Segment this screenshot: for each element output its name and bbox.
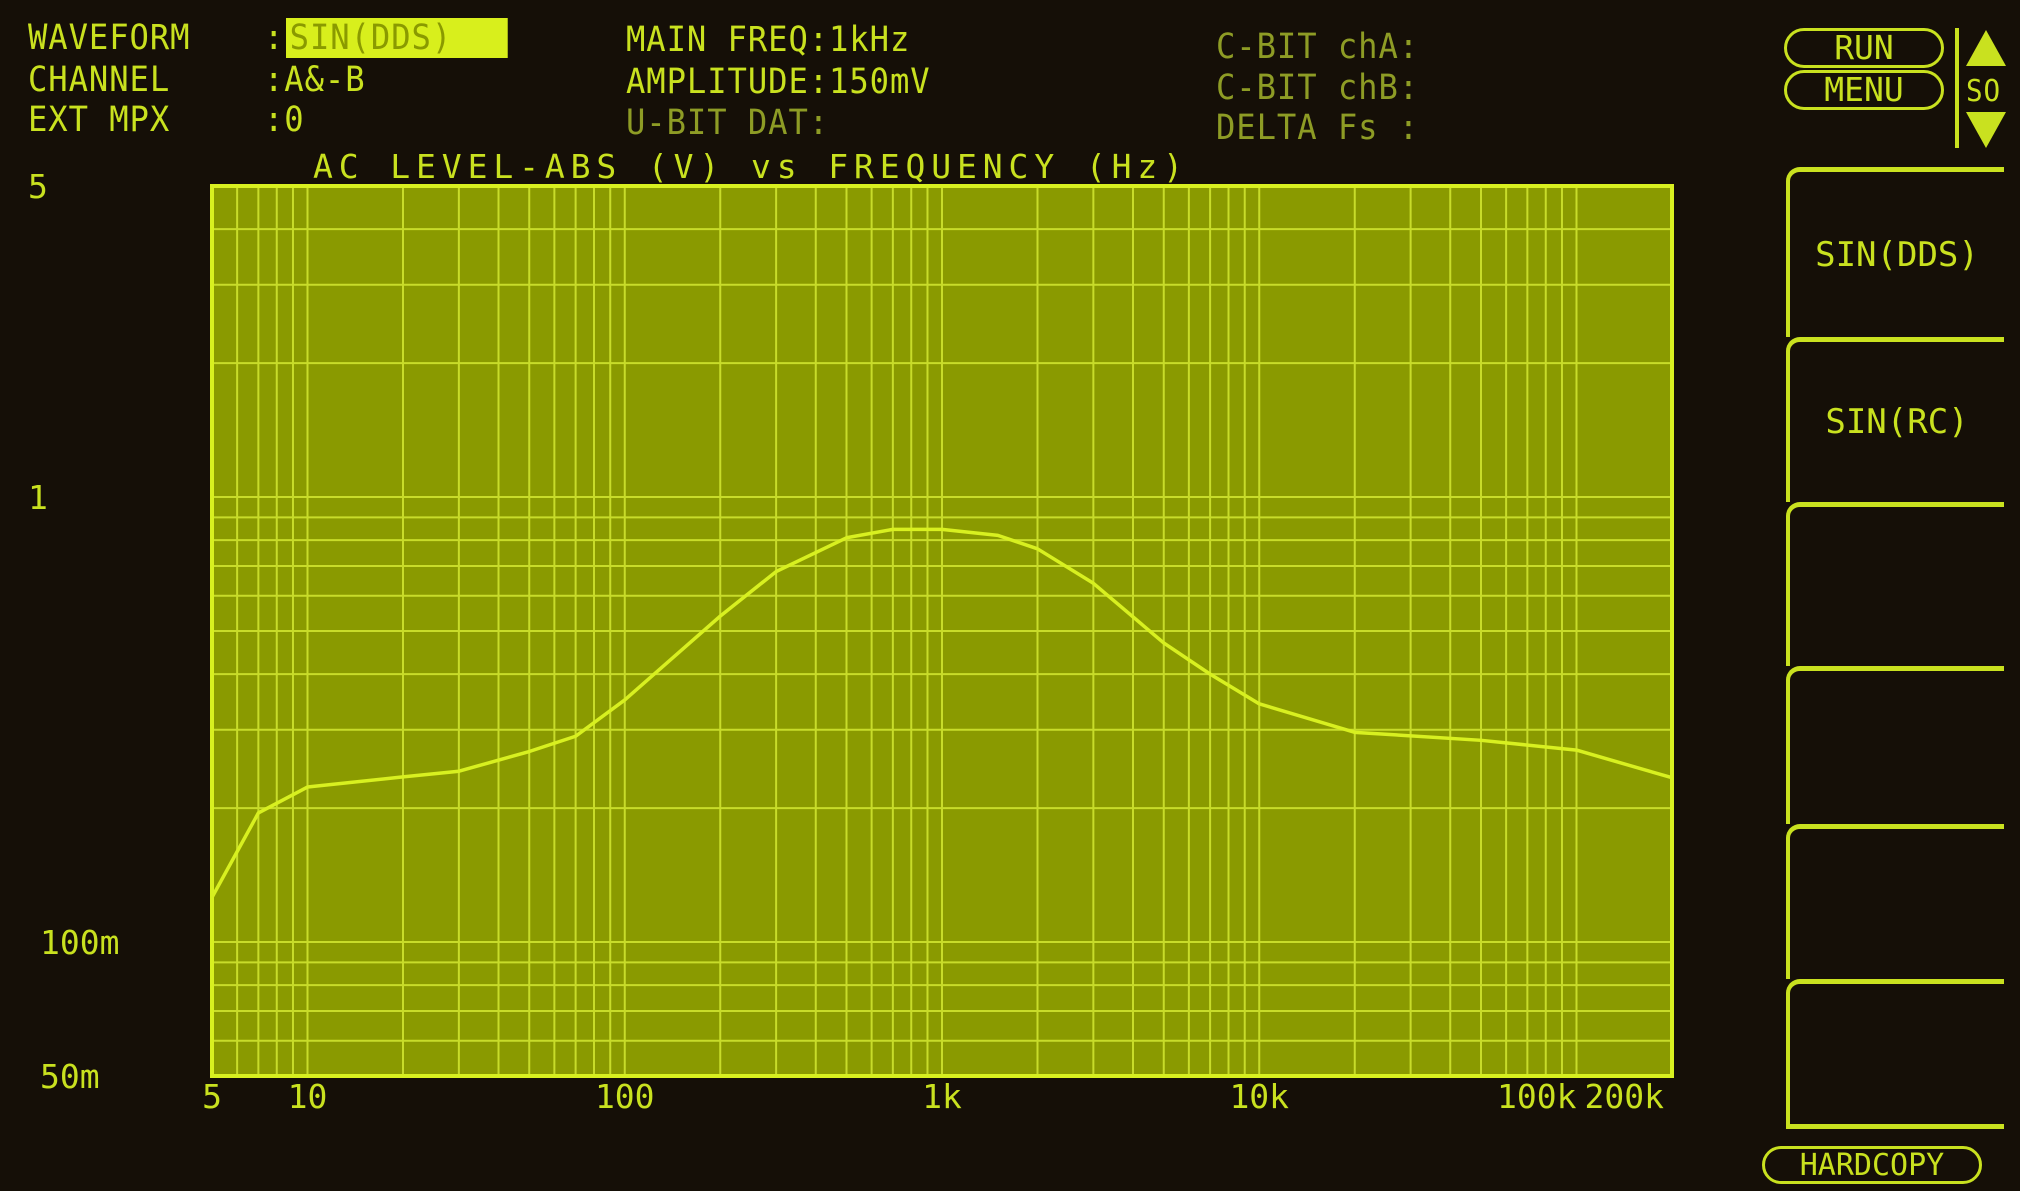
scroll-down-icon[interactable] xyxy=(1966,112,2006,148)
amplitude: AMPLITUDE:150mV xyxy=(626,62,931,102)
scroll-label: SO xyxy=(1966,74,2002,109)
main-freq: MAIN FREQ:1kHz xyxy=(626,20,911,60)
y-tick-label: 5 xyxy=(28,167,48,206)
delta-fs: DELTA Fs : xyxy=(1216,108,1420,148)
y-tick-label: 50m xyxy=(40,1057,100,1096)
cbit-chb: C-BIT chB: xyxy=(1216,68,1420,108)
softkey-1[interactable]: SIN(DDS) xyxy=(1786,167,2004,337)
x-tick-label: 100 xyxy=(595,1077,655,1116)
x-tick-label: 10k xyxy=(1229,1077,1289,1116)
channel-value-text: A&-B xyxy=(284,60,366,100)
trace-line xyxy=(210,527,1673,899)
chart-title: AC LEVEL-ABS (V) vs FREQUENCY (Hz) xyxy=(313,147,1183,186)
softkey-2-label: SIN(RC) xyxy=(1825,402,1969,442)
run-button[interactable]: RUN xyxy=(1784,28,1944,68)
scroll-up-icon[interactable] xyxy=(1966,30,2006,66)
x-tick-label: 200k xyxy=(1584,1077,1664,1116)
softkey-3[interactable] xyxy=(1786,502,2004,666)
channel-value: :A&-B xyxy=(264,60,366,100)
ext-mpx-label: EXT MPX xyxy=(28,100,171,140)
ext-mpx-value-text: 0 xyxy=(284,100,305,140)
y-tick-label: 1 xyxy=(28,478,48,517)
waveform-value-text: SIN(DDS) xyxy=(286,18,508,58)
softkey-5[interactable] xyxy=(1786,824,2004,979)
cbit-cha: C-BIT chA: xyxy=(1216,27,1420,67)
waveform-colon: : xyxy=(264,18,285,58)
x-tick-label: 1k xyxy=(922,1077,962,1116)
softkey-2[interactable]: SIN(RC) xyxy=(1786,337,2004,502)
waveform-label: WAVEFORM xyxy=(28,18,191,58)
waveform-value[interactable]: SIN(DDS) xyxy=(286,18,508,58)
softkey-4[interactable] xyxy=(1786,666,2004,824)
ubit-dat: U-BIT DAT: xyxy=(626,103,830,143)
scroll-divider xyxy=(1955,28,1959,148)
softkey-6[interactable] xyxy=(1786,979,2004,1129)
menu-button[interactable]: MENU xyxy=(1784,70,1944,110)
hardcopy-button[interactable]: HARDCOPY xyxy=(1762,1146,1982,1184)
x-tick-label: 5 xyxy=(202,1077,222,1116)
softkey-1-label: SIN(DDS) xyxy=(1815,234,1979,275)
x-tick-label: 10 xyxy=(288,1077,328,1116)
x-tick-label: 100k xyxy=(1497,1077,1577,1116)
y-tick-label: 100m xyxy=(40,923,119,962)
ext-mpx-value: :0 xyxy=(264,100,305,140)
channel-label: CHANNEL xyxy=(28,60,171,100)
plot-border xyxy=(210,184,1674,1078)
